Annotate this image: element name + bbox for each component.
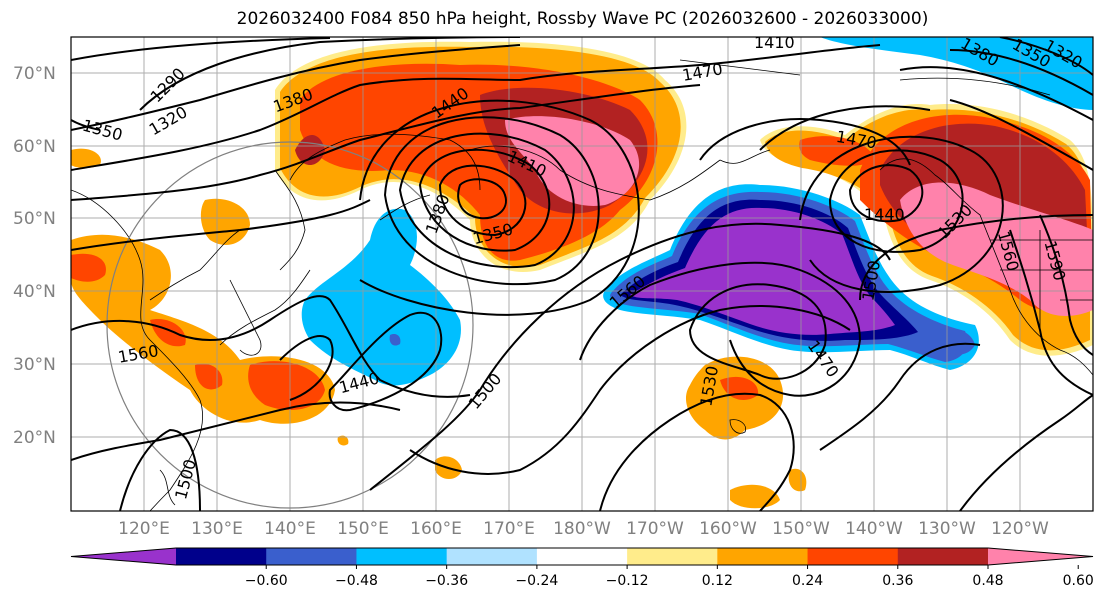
- colorbar-swatch: [536, 548, 628, 565]
- longitude-labels: 120°E 130°E 140°E 150°E 160°E 170°E 180°…: [118, 519, 1049, 539]
- colorbar-swatch: [446, 548, 538, 565]
- colorbar-tick-label: 0.24: [792, 573, 823, 589]
- graticule: [71, 37, 1093, 511]
- colorbar-tick-label: 0.36: [882, 573, 913, 589]
- lon-label: 160°W: [699, 519, 757, 539]
- lat-label: 40°N: [13, 282, 56, 302]
- lon-label: 160°E: [410, 519, 462, 539]
- map-title: 2026032400 F084 850 hPa height, Rossby W…: [236, 9, 929, 29]
- lon-label: 150°E: [337, 519, 389, 539]
- lon-label: 150°W: [772, 519, 830, 539]
- colorbar-swatch: [266, 548, 357, 565]
- lon-label: 130°W: [918, 519, 976, 539]
- lon-label: 120°W: [991, 519, 1049, 539]
- colorbar-tick-label: 0.48: [972, 573, 1003, 589]
- map-panel: 1290 1320 1350 1380 1410 1440 1470 1380 …: [71, 33, 1093, 511]
- coastlines: [71, 59, 1093, 511]
- colorbar-tick-label: −0.24: [515, 573, 558, 589]
- lat-label: 30°N: [13, 355, 56, 375]
- colorbar-swatch: [897, 548, 989, 565]
- colorbar-tick-label: 0.60: [1063, 573, 1094, 589]
- lon-label: 170°W: [626, 519, 684, 539]
- latitude-labels: 70°N 60°N 50°N 40°N 30°N 20°N: [13, 64, 56, 448]
- colorbar-tick-label: −0.60: [245, 573, 288, 589]
- colorbar-tick-label: −0.12: [606, 573, 649, 589]
- contour-label: 1410: [754, 33, 795, 52]
- colorbar-swatch: [627, 548, 718, 565]
- colorbar-tick-label: 0.12: [702, 573, 733, 589]
- lat-label: 70°N: [13, 64, 56, 84]
- lon-label: 120°E: [118, 519, 170, 539]
- lat-label: 50°N: [13, 209, 56, 229]
- lon-label: 130°E: [191, 519, 243, 539]
- colorbar: −0.60 −0.48 −0.36 −0.24 −0.12 0.12 0.24 0.36 0.4…: [70, 547, 1094, 589]
- colorbar-tick-label: −0.36: [425, 573, 468, 589]
- lon-label: 180°W: [553, 519, 611, 539]
- colorbar-swatch: [356, 548, 448, 565]
- lon-label: 170°E: [483, 519, 535, 539]
- colorbar-swatch: [807, 548, 899, 565]
- lat-label: 20°N: [13, 428, 56, 448]
- colorbar-outline: [70, 547, 1094, 566]
- contour-label: 1440: [864, 205, 905, 224]
- height-contours: [71, 37, 1093, 511]
- lat-label: 60°N: [13, 137, 56, 157]
- colorbar-swatch: [717, 548, 809, 565]
- colorbar-extend-low: [71, 548, 176, 565]
- colorbar-tick-label: −0.48: [335, 573, 378, 589]
- lon-label: 140°E: [264, 519, 316, 539]
- map-border: [70, 36, 1094, 512]
- colorbar-extend-high: [988, 548, 1093, 565]
- range-circle: [106, 141, 474, 509]
- colorbar-swatch: [176, 548, 267, 565]
- lon-label: 140°W: [845, 519, 903, 539]
